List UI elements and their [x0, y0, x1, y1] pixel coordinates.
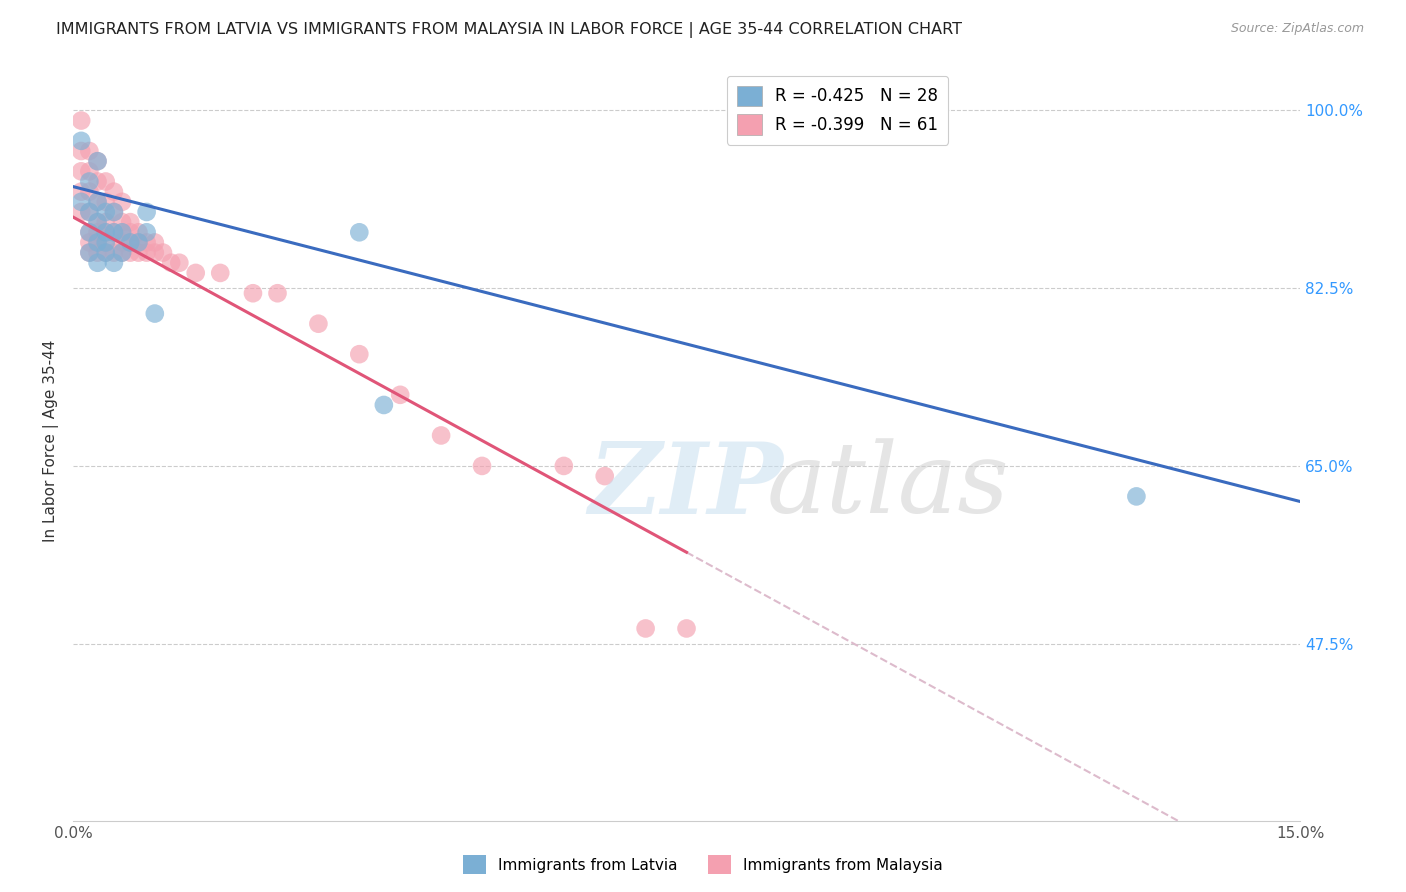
Point — [135, 245, 157, 260]
Point — [111, 245, 134, 260]
Point — [111, 225, 134, 239]
Point — [553, 458, 575, 473]
Point — [94, 235, 117, 250]
Point — [94, 215, 117, 229]
Point — [120, 225, 142, 239]
Point — [135, 235, 157, 250]
Point — [373, 398, 395, 412]
Point — [86, 194, 108, 209]
Point — [86, 154, 108, 169]
Point — [79, 144, 101, 158]
Point — [103, 185, 125, 199]
Point — [120, 235, 142, 250]
Point — [349, 347, 371, 361]
Point — [79, 205, 101, 219]
Point — [143, 307, 166, 321]
Text: atlas: atlas — [766, 439, 1010, 534]
Point — [143, 235, 166, 250]
Point — [86, 245, 108, 260]
Legend: Immigrants from Latvia, Immigrants from Malaysia: Immigrants from Latvia, Immigrants from … — [457, 849, 949, 880]
Point — [160, 256, 183, 270]
Point — [94, 194, 117, 209]
Point — [127, 235, 149, 250]
Point — [86, 256, 108, 270]
Point — [94, 225, 117, 239]
Point — [94, 174, 117, 188]
Point — [152, 245, 174, 260]
Point — [94, 205, 117, 219]
Point — [79, 174, 101, 188]
Point — [70, 185, 93, 199]
Point — [111, 235, 134, 250]
Point — [266, 286, 288, 301]
Point — [70, 205, 93, 219]
Point — [111, 215, 134, 229]
Point — [471, 458, 494, 473]
Point — [120, 235, 142, 250]
Point — [70, 134, 93, 148]
Point — [349, 225, 371, 239]
Point — [103, 256, 125, 270]
Point — [86, 225, 108, 239]
Point — [86, 235, 108, 250]
Point — [79, 164, 101, 178]
Point — [135, 225, 157, 239]
Point — [103, 205, 125, 219]
Point — [307, 317, 329, 331]
Point — [94, 245, 117, 260]
Point — [120, 245, 142, 260]
Point — [79, 235, 101, 250]
Text: Source: ZipAtlas.com: Source: ZipAtlas.com — [1230, 22, 1364, 36]
Point — [135, 205, 157, 219]
Point — [79, 245, 101, 260]
Point — [79, 225, 101, 239]
Y-axis label: In Labor Force | Age 35-44: In Labor Force | Age 35-44 — [44, 339, 59, 541]
Point — [86, 194, 108, 209]
Point — [593, 469, 616, 483]
Text: ZIP: ZIP — [588, 438, 783, 534]
Point — [184, 266, 207, 280]
Point — [94, 235, 117, 250]
Point — [389, 388, 412, 402]
Point — [169, 256, 191, 270]
Point — [143, 245, 166, 260]
Legend: R = -0.425   N = 28, R = -0.399   N = 61: R = -0.425 N = 28, R = -0.399 N = 61 — [727, 76, 948, 145]
Point — [70, 194, 93, 209]
Point — [103, 245, 125, 260]
Point — [103, 225, 125, 239]
Point — [86, 174, 108, 188]
Point — [70, 164, 93, 178]
Point — [86, 154, 108, 169]
Point — [79, 205, 101, 219]
Point — [94, 225, 117, 239]
Point — [79, 225, 101, 239]
Point — [94, 245, 117, 260]
Point — [86, 235, 108, 250]
Point — [86, 215, 108, 229]
Point — [120, 215, 142, 229]
Point — [127, 225, 149, 239]
Point — [675, 622, 697, 636]
Point — [242, 286, 264, 301]
Point — [111, 245, 134, 260]
Point — [86, 215, 108, 229]
Point — [634, 622, 657, 636]
Point — [70, 113, 93, 128]
Point — [70, 144, 93, 158]
Point — [79, 245, 101, 260]
Point — [430, 428, 453, 442]
Point — [209, 266, 232, 280]
Point — [127, 245, 149, 260]
Point — [127, 235, 149, 250]
Point — [79, 185, 101, 199]
Point — [103, 205, 125, 219]
Point — [111, 194, 134, 209]
Point — [111, 225, 134, 239]
Point — [103, 225, 125, 239]
Point — [1125, 490, 1147, 504]
Text: IMMIGRANTS FROM LATVIA VS IMMIGRANTS FROM MALAYSIA IN LABOR FORCE | AGE 35-44 CO: IMMIGRANTS FROM LATVIA VS IMMIGRANTS FRO… — [56, 22, 962, 38]
